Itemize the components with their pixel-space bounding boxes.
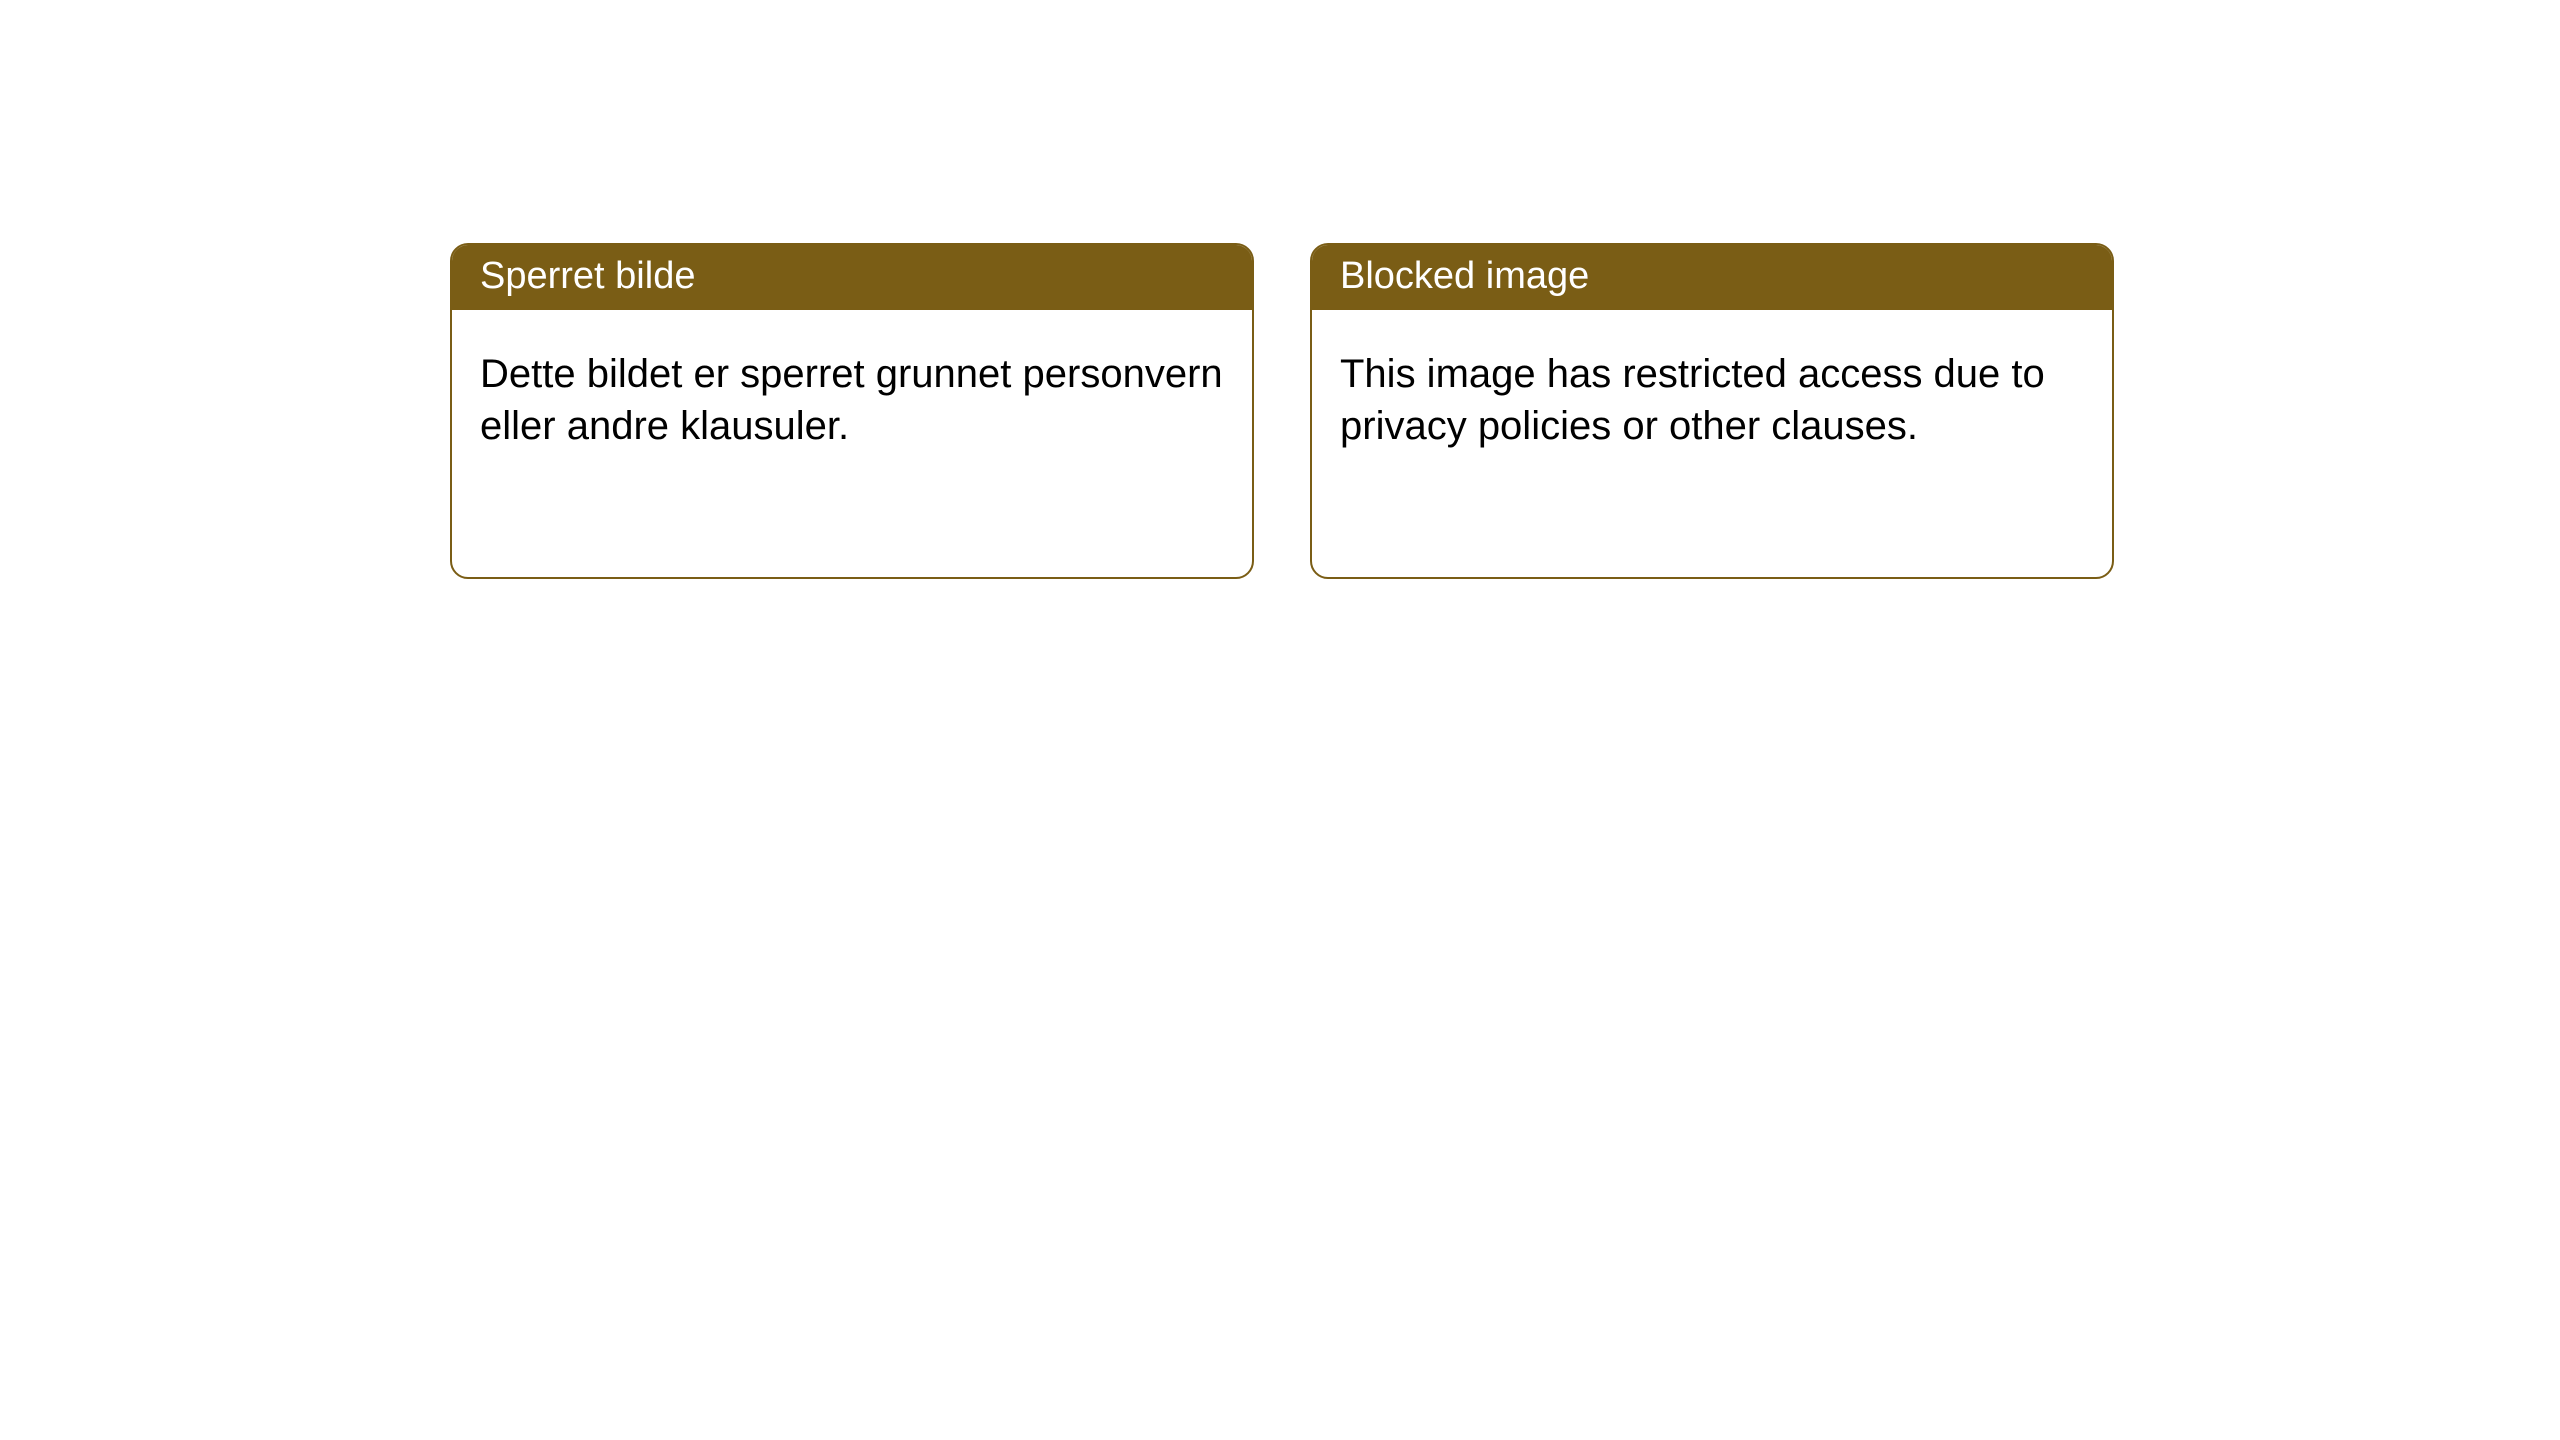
notice-body-text: This image has restricted access due to … — [1340, 352, 2045, 448]
notice-body: Dette bildet er sperret grunnet personve… — [452, 310, 1252, 490]
notice-card-norwegian: Sperret bilde Dette bildet er sperret gr… — [450, 243, 1254, 579]
notice-header-text: Sperret bilde — [480, 255, 695, 297]
notice-header: Blocked image — [1312, 245, 2112, 310]
notice-card-english: Blocked image This image has restricted … — [1310, 243, 2114, 579]
notice-header-text: Blocked image — [1340, 255, 1589, 297]
notice-container: Sperret bilde Dette bildet er sperret gr… — [0, 0, 2560, 579]
notice-header: Sperret bilde — [452, 245, 1252, 310]
notice-body-text: Dette bildet er sperret grunnet personve… — [480, 352, 1223, 448]
notice-body: This image has restricted access due to … — [1312, 310, 2112, 490]
